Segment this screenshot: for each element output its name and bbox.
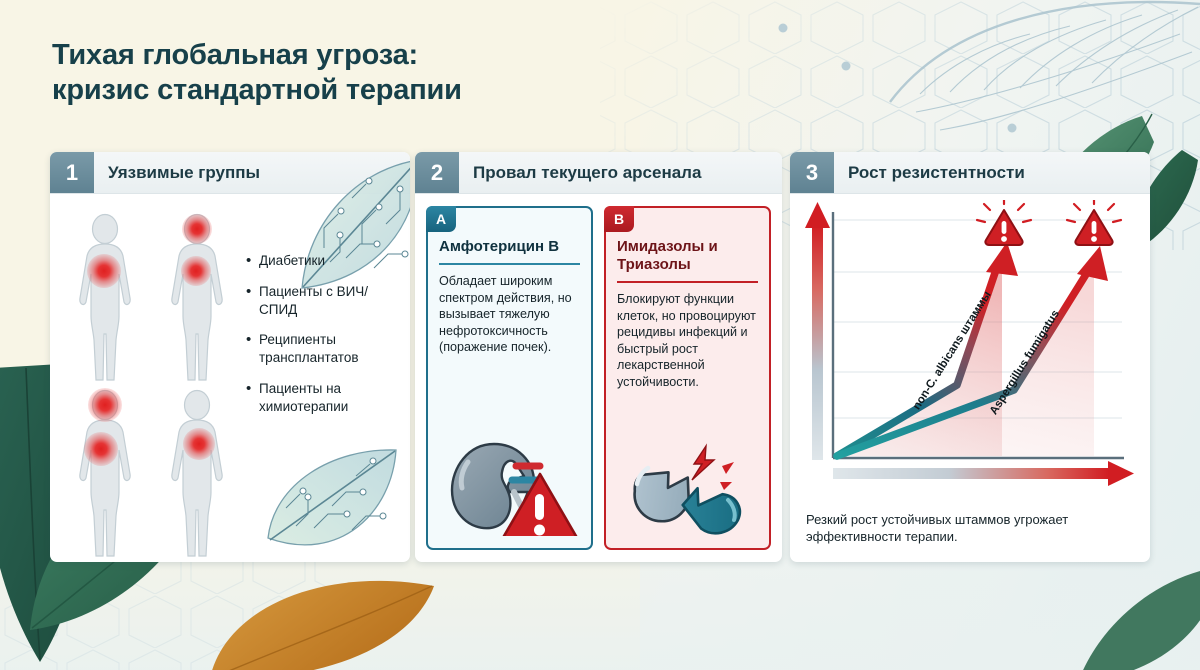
patient-figure [156, 388, 238, 560]
drug-card-tag: A [426, 206, 456, 232]
chart-series-aspergillus-fumigatus [833, 246, 1108, 460]
chart-area-fill [837, 256, 1094, 456]
patient-figure-row [64, 388, 244, 560]
list-item: Пациенты на химиотерапии [246, 379, 398, 416]
panel-header: 3 Рост резистентности [790, 152, 1150, 194]
chart-x-axis-arrow [833, 461, 1134, 486]
patient-figure-row [64, 212, 244, 384]
patient-figure [156, 212, 238, 384]
green-leaf-icon [1083, 570, 1200, 670]
panel-body: Диабетики Пациенты с ВИЧ/СПИД Реципиенты… [50, 161, 410, 562]
chart-area-fill [837, 252, 1002, 456]
panel-number-badge: 3 [790, 152, 834, 193]
infection-hotspot [181, 256, 211, 286]
infection-hotspot [88, 388, 122, 422]
chart-canvas [805, 194, 1134, 486]
chart-y-axis-arrow [805, 202, 830, 460]
list-item: Диабетики [246, 251, 398, 271]
panel-number-badge: 2 [415, 152, 459, 193]
drug-card-amphotericin[interactable]: A Амфотерицин В Обладает широким спектро… [426, 206, 593, 550]
chart-series-non-c-albicans [833, 242, 1018, 460]
vulnerable-groups-list: Диабетики Пациенты с ВИЧ/СПИД Реципиенты… [246, 251, 398, 429]
panel-resistance-growth: 3 Рост резистентности [790, 152, 1150, 562]
patient-figure [64, 212, 146, 384]
chart-caption: Резкий рост устойчивых штаммов угрожает … [806, 511, 1069, 545]
drug-name: Имидазолы и Триазолы [617, 238, 718, 273]
drug-card-group: A Амфотерицин В Обладает широким спектро… [415, 194, 782, 562]
infection-hotspot [183, 428, 215, 460]
drug-name: Амфотерицин В [439, 238, 560, 255]
panel-body: non-C. albicans штаммы Aspergillus fumig… [790, 194, 1150, 562]
drug-description: Блокируют функции клеток, но провоцируют… [617, 292, 756, 390]
panel-title: Уязвимые группы [108, 162, 261, 182]
drug-card-azoles[interactable]: B Имидазолы и Триазолы Блокируют функции… [604, 206, 771, 550]
infection-hotspot [84, 432, 118, 466]
panel-current-arsenal-failure: 2 Провал текущего арсенала A Амфотерицин… [415, 152, 782, 562]
infection-hotspot [182, 214, 212, 244]
panel-title: Провал текущего арсенала [473, 162, 702, 182]
panel-header: 1 Уязвимые группы [50, 152, 410, 194]
page-title: Тихая глобальная угроза: кризис стандарт… [52, 38, 462, 109]
panel-vulnerable-groups: 1 Уязвимые группы [50, 152, 410, 562]
resistance-growth-chart: non-C. albicans штаммы Aspergillus fumig… [802, 194, 1138, 490]
divider [617, 281, 758, 283]
page-title-line1: Тихая глобальная угроза: [52, 39, 418, 71]
divider [439, 263, 580, 265]
list-item: Пациенты с ВИЧ/СПИД [246, 282, 398, 319]
kidney-warning-icon [428, 436, 591, 536]
panel-header: 2 Провал текущего арсенала [415, 152, 782, 194]
drug-card-tag: B [604, 206, 634, 232]
warning-triangle-icon [1065, 194, 1123, 246]
warning-triangle-icon [975, 194, 1033, 246]
panel-number-badge: 1 [50, 152, 94, 193]
panel-title: Рост резистентности [848, 162, 1025, 182]
infection-hotspot [87, 254, 121, 288]
page-title-line2: кризис стандартной терапии [52, 74, 462, 107]
drug-description: Обладает широким спектром действия, но в… [439, 274, 572, 355]
broken-capsule-icon [606, 440, 769, 536]
patient-figure-group [64, 212, 244, 562]
panel-body: A Амфотерицин В Обладает широким спектро… [415, 194, 782, 562]
list-item: Реципиенты трансплантатов [246, 330, 398, 367]
circuit-leaf-icon [267, 449, 397, 546]
patient-figure [64, 388, 146, 560]
